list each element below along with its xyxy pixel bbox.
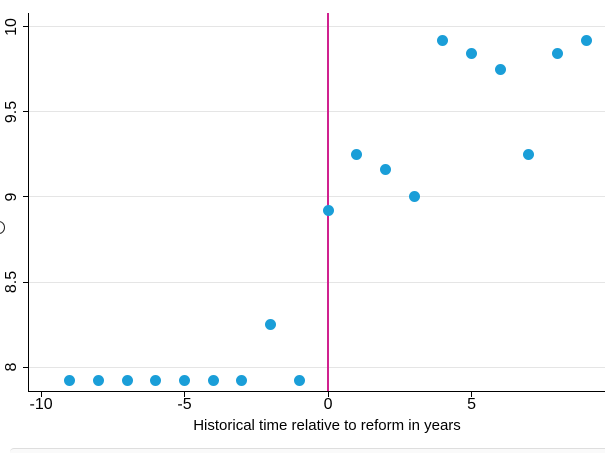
data-point (437, 34, 449, 46)
data-point (466, 48, 478, 60)
x-axis-title: Historical time relative to reform in ye… (193, 417, 461, 434)
y-axis-title-fragment (0, 221, 5, 234)
y-gridline (29, 281, 605, 283)
data-point (92, 375, 104, 387)
x-tick-mark (40, 391, 42, 397)
y-tick-mark (23, 281, 29, 283)
data-point (150, 375, 162, 387)
x-tick-mark (471, 391, 473, 397)
y-axis-line (28, 13, 29, 391)
x-axis-line (28, 391, 605, 392)
data-point (293, 375, 305, 387)
x-tick-mark (327, 391, 329, 397)
x-tick-label: -10 (29, 396, 53, 413)
data-point (408, 191, 420, 203)
y-tick-label: 8 (3, 362, 20, 372)
data-point (179, 375, 191, 387)
y-gridline (29, 26, 605, 28)
x-tick-label: -5 (177, 396, 192, 413)
data-point (379, 164, 391, 176)
data-point (265, 319, 277, 331)
data-point (322, 205, 334, 216)
y-tick-label: 10 (3, 17, 20, 36)
plot-area: 8 8.5 9 9.5 10 -10 -5 0 5 (3, 13, 605, 413)
y-tick-label: 8.5 (3, 270, 20, 294)
y-gridline (29, 366, 605, 368)
data-point (523, 148, 535, 160)
y-tick-label: 9.5 (3, 100, 20, 123)
y-tick-label: 9 (3, 192, 20, 202)
data-point (121, 375, 133, 387)
x-tick-label: 0 (323, 396, 333, 413)
data-point (494, 63, 506, 75)
y-tick-mark (23, 26, 29, 28)
y-tick-mark (23, 196, 29, 198)
data-point (552, 48, 564, 60)
data-point (236, 375, 248, 387)
bottom-divider (10, 448, 605, 453)
y-tick-mark (23, 111, 29, 113)
data-point (64, 375, 76, 387)
data-point (207, 375, 219, 387)
data-point (351, 148, 363, 160)
data-point (580, 34, 592, 46)
y-tick-mark (23, 366, 29, 368)
y-gridline (29, 111, 605, 113)
x-tick-label: 5 (467, 396, 476, 413)
x-tick-mark (184, 391, 186, 397)
reform-vertical-line (327, 13, 330, 391)
y-gridline (29, 196, 605, 198)
